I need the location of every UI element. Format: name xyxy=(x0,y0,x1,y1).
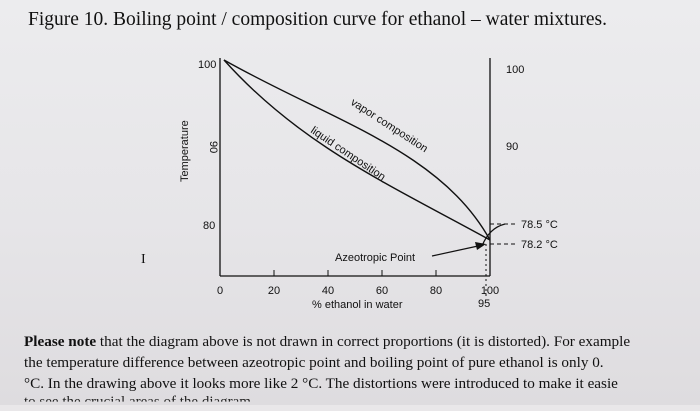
boiling-point-chart: 0 20 40 60 80 100 100 90 80 100 90 Temperatur… xyxy=(141,58,558,311)
azeotrope-arrow xyxy=(431,245,479,257)
vapor-curve xyxy=(223,59,491,241)
left-y-tick-90: 90 xyxy=(207,141,219,153)
note-text: Please note that the diagram above is no… xyxy=(24,331,700,394)
x-tick-label-40: 40 xyxy=(322,285,334,297)
note-line-2: the temperature difference between azeot… xyxy=(24,354,604,371)
note-line-3: °C. In the drawing above it looks more l… xyxy=(24,375,618,392)
side-glyph: I xyxy=(141,252,146,267)
x-tick-label-20: 20 xyxy=(268,285,280,297)
annotation-78-2: 78.2 °C xyxy=(521,239,558,251)
y-axis-label: Temperature xyxy=(179,120,191,182)
figure-title: Figure 10. Boiling point / composition c… xyxy=(28,9,607,30)
azeotrope-arrowhead xyxy=(475,242,486,250)
right-y-tick-90: 90 xyxy=(506,141,518,153)
x-tick-label-0: 0 xyxy=(217,285,223,297)
note-line-1: Please note that the diagram above is no… xyxy=(24,331,700,352)
right-y-tick-100: 100 xyxy=(506,64,524,76)
x-tick-95: 95 xyxy=(478,298,490,310)
left-y-tick-80: 80 xyxy=(203,220,215,232)
x-axis-label: % ethanol in water xyxy=(312,299,403,311)
liquid-label: liquid composition xyxy=(308,125,387,184)
x-tick-label-80: 80 xyxy=(430,285,442,297)
left-y-tick-100: 100 xyxy=(198,59,216,71)
annotation-78-5: 78.5 °C xyxy=(521,219,558,231)
vapor-label: vapor composition xyxy=(348,96,429,155)
note-line-4: to see the crucial areas of the diagram xyxy=(24,394,251,410)
x-tick-label-100: 100 xyxy=(481,285,499,297)
azeotrope-right-curve xyxy=(481,223,506,247)
note-bold-lead: Please note xyxy=(24,333,97,350)
azeotrope-label: Azeotropic Point xyxy=(335,252,415,264)
liquid-curve xyxy=(223,59,491,241)
note-line-1-rest: that the diagram above is not drawn in c… xyxy=(96,333,631,350)
x-tick-label-60: 60 xyxy=(376,285,388,297)
